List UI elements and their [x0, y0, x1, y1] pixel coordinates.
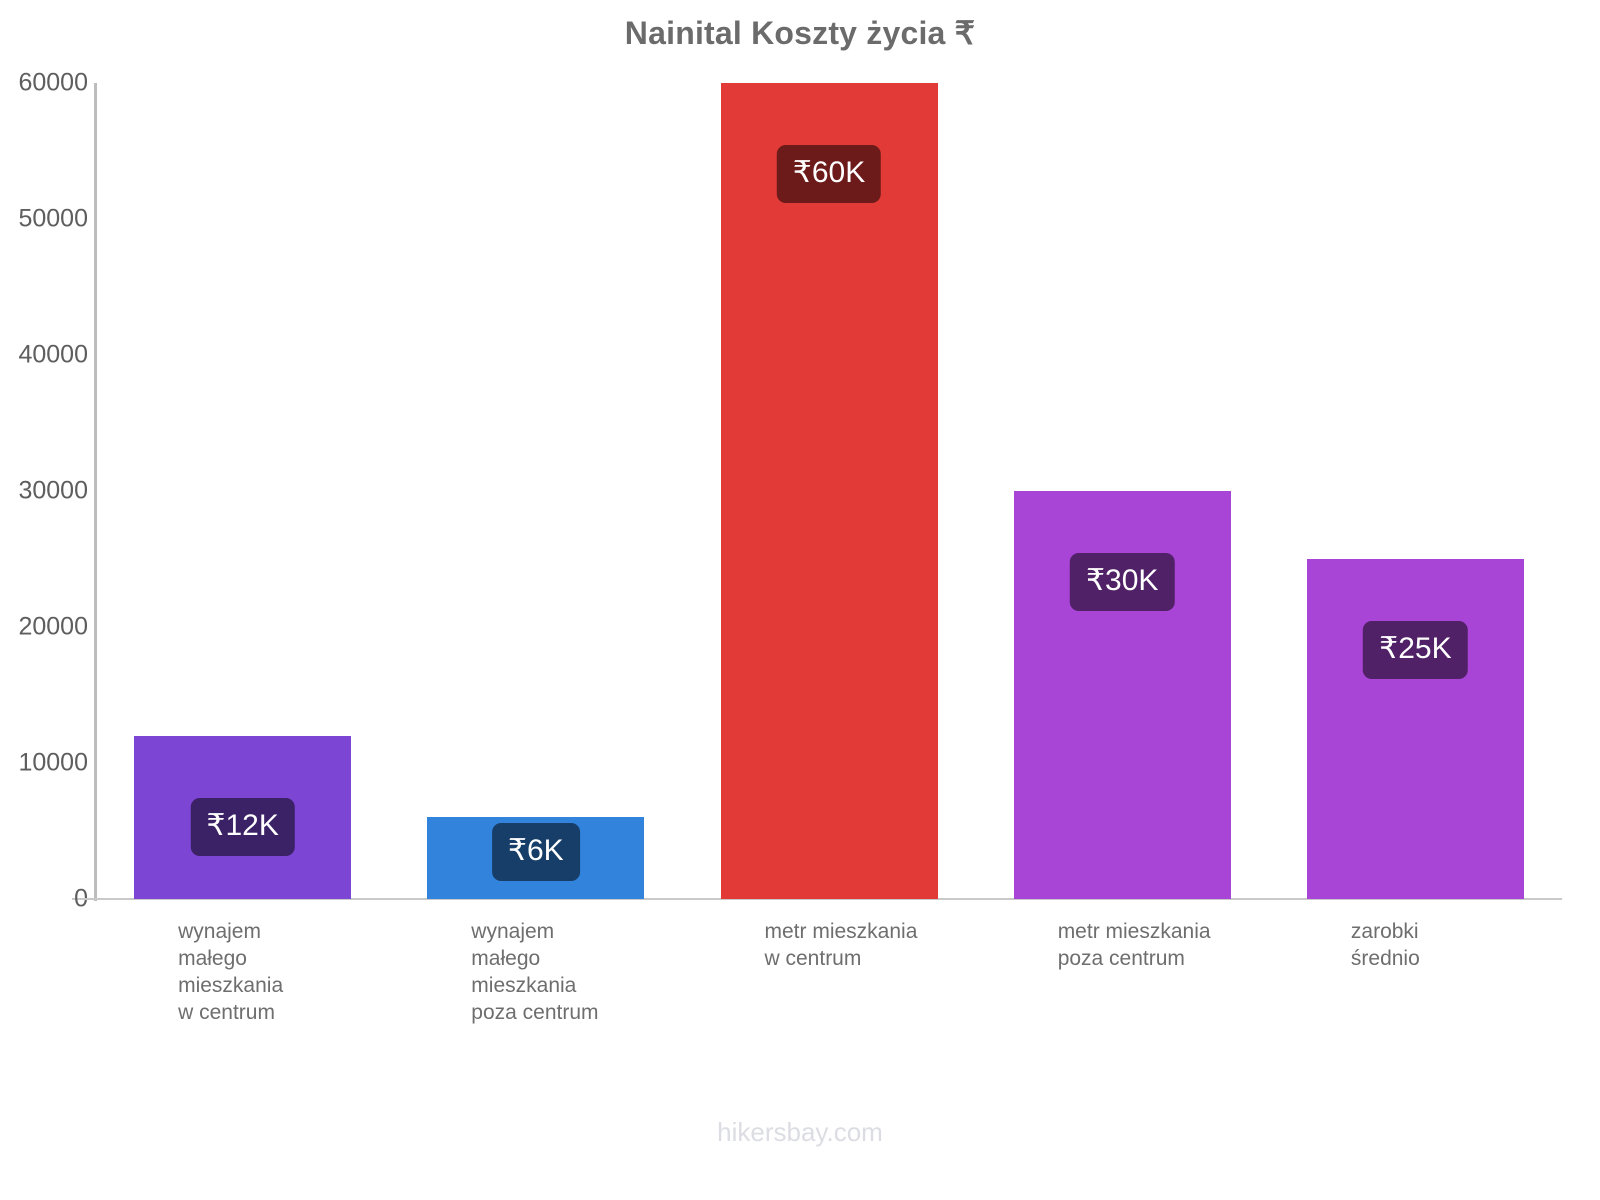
x-axis-category-label: metr mieszkania poza centrum: [1057, 920, 1211, 970]
bar-value-badge: ₹60K: [776, 145, 882, 203]
y-axis-tick-label: 60000: [18, 68, 88, 97]
y-axis-tick-label: 20000: [18, 612, 88, 641]
y-axis-tick-mark: [84, 898, 97, 900]
bar-value-badge: ₹30K: [1069, 553, 1175, 611]
chart-title: Nainital Koszty życia ₹: [624, 15, 976, 51]
bar[interactable]: ₹60K: [720, 83, 938, 899]
bar[interactable]: ₹12K: [134, 735, 352, 899]
bar-value-badge: ₹6K: [491, 823, 580, 881]
footer-watermark: hikersbay.com: [717, 1117, 883, 1147]
bar[interactable]: ₹6K: [427, 817, 645, 899]
bar-value-badge: ₹12K: [190, 797, 295, 856]
y-axis-tick-label: 30000: [18, 476, 88, 505]
bar-rect: [720, 83, 938, 899]
bar-value-badge: ₹25K: [1363, 621, 1468, 679]
y-axis-tick-label: 50000: [18, 204, 88, 233]
x-axis-category-label: zarobki średnio: [1350, 920, 1420, 970]
y-axis-tick-label: 0: [74, 884, 88, 913]
y-axis-line: [94, 83, 97, 901]
bar-rect: [1306, 559, 1524, 899]
y-axis-tick-label: 10000: [18, 748, 88, 777]
bar[interactable]: ₹30K: [1013, 491, 1231, 899]
x-axis-line: [72, 898, 1562, 900]
x-axis-category-label: metr mieszkania w centrum: [764, 920, 918, 970]
x-axis-category-label: wynajem małego mieszkania w centrum: [178, 920, 284, 1024]
y-axis-tick-label: 40000: [18, 340, 88, 369]
plot-area: ₹12K ₹6K ₹60K ₹30K ₹25K: [96, 83, 1562, 899]
x-axis-category-label: wynajem małego mieszkania poza centrum: [471, 920, 599, 1024]
bar[interactable]: ₹25K: [1306, 559, 1524, 899]
